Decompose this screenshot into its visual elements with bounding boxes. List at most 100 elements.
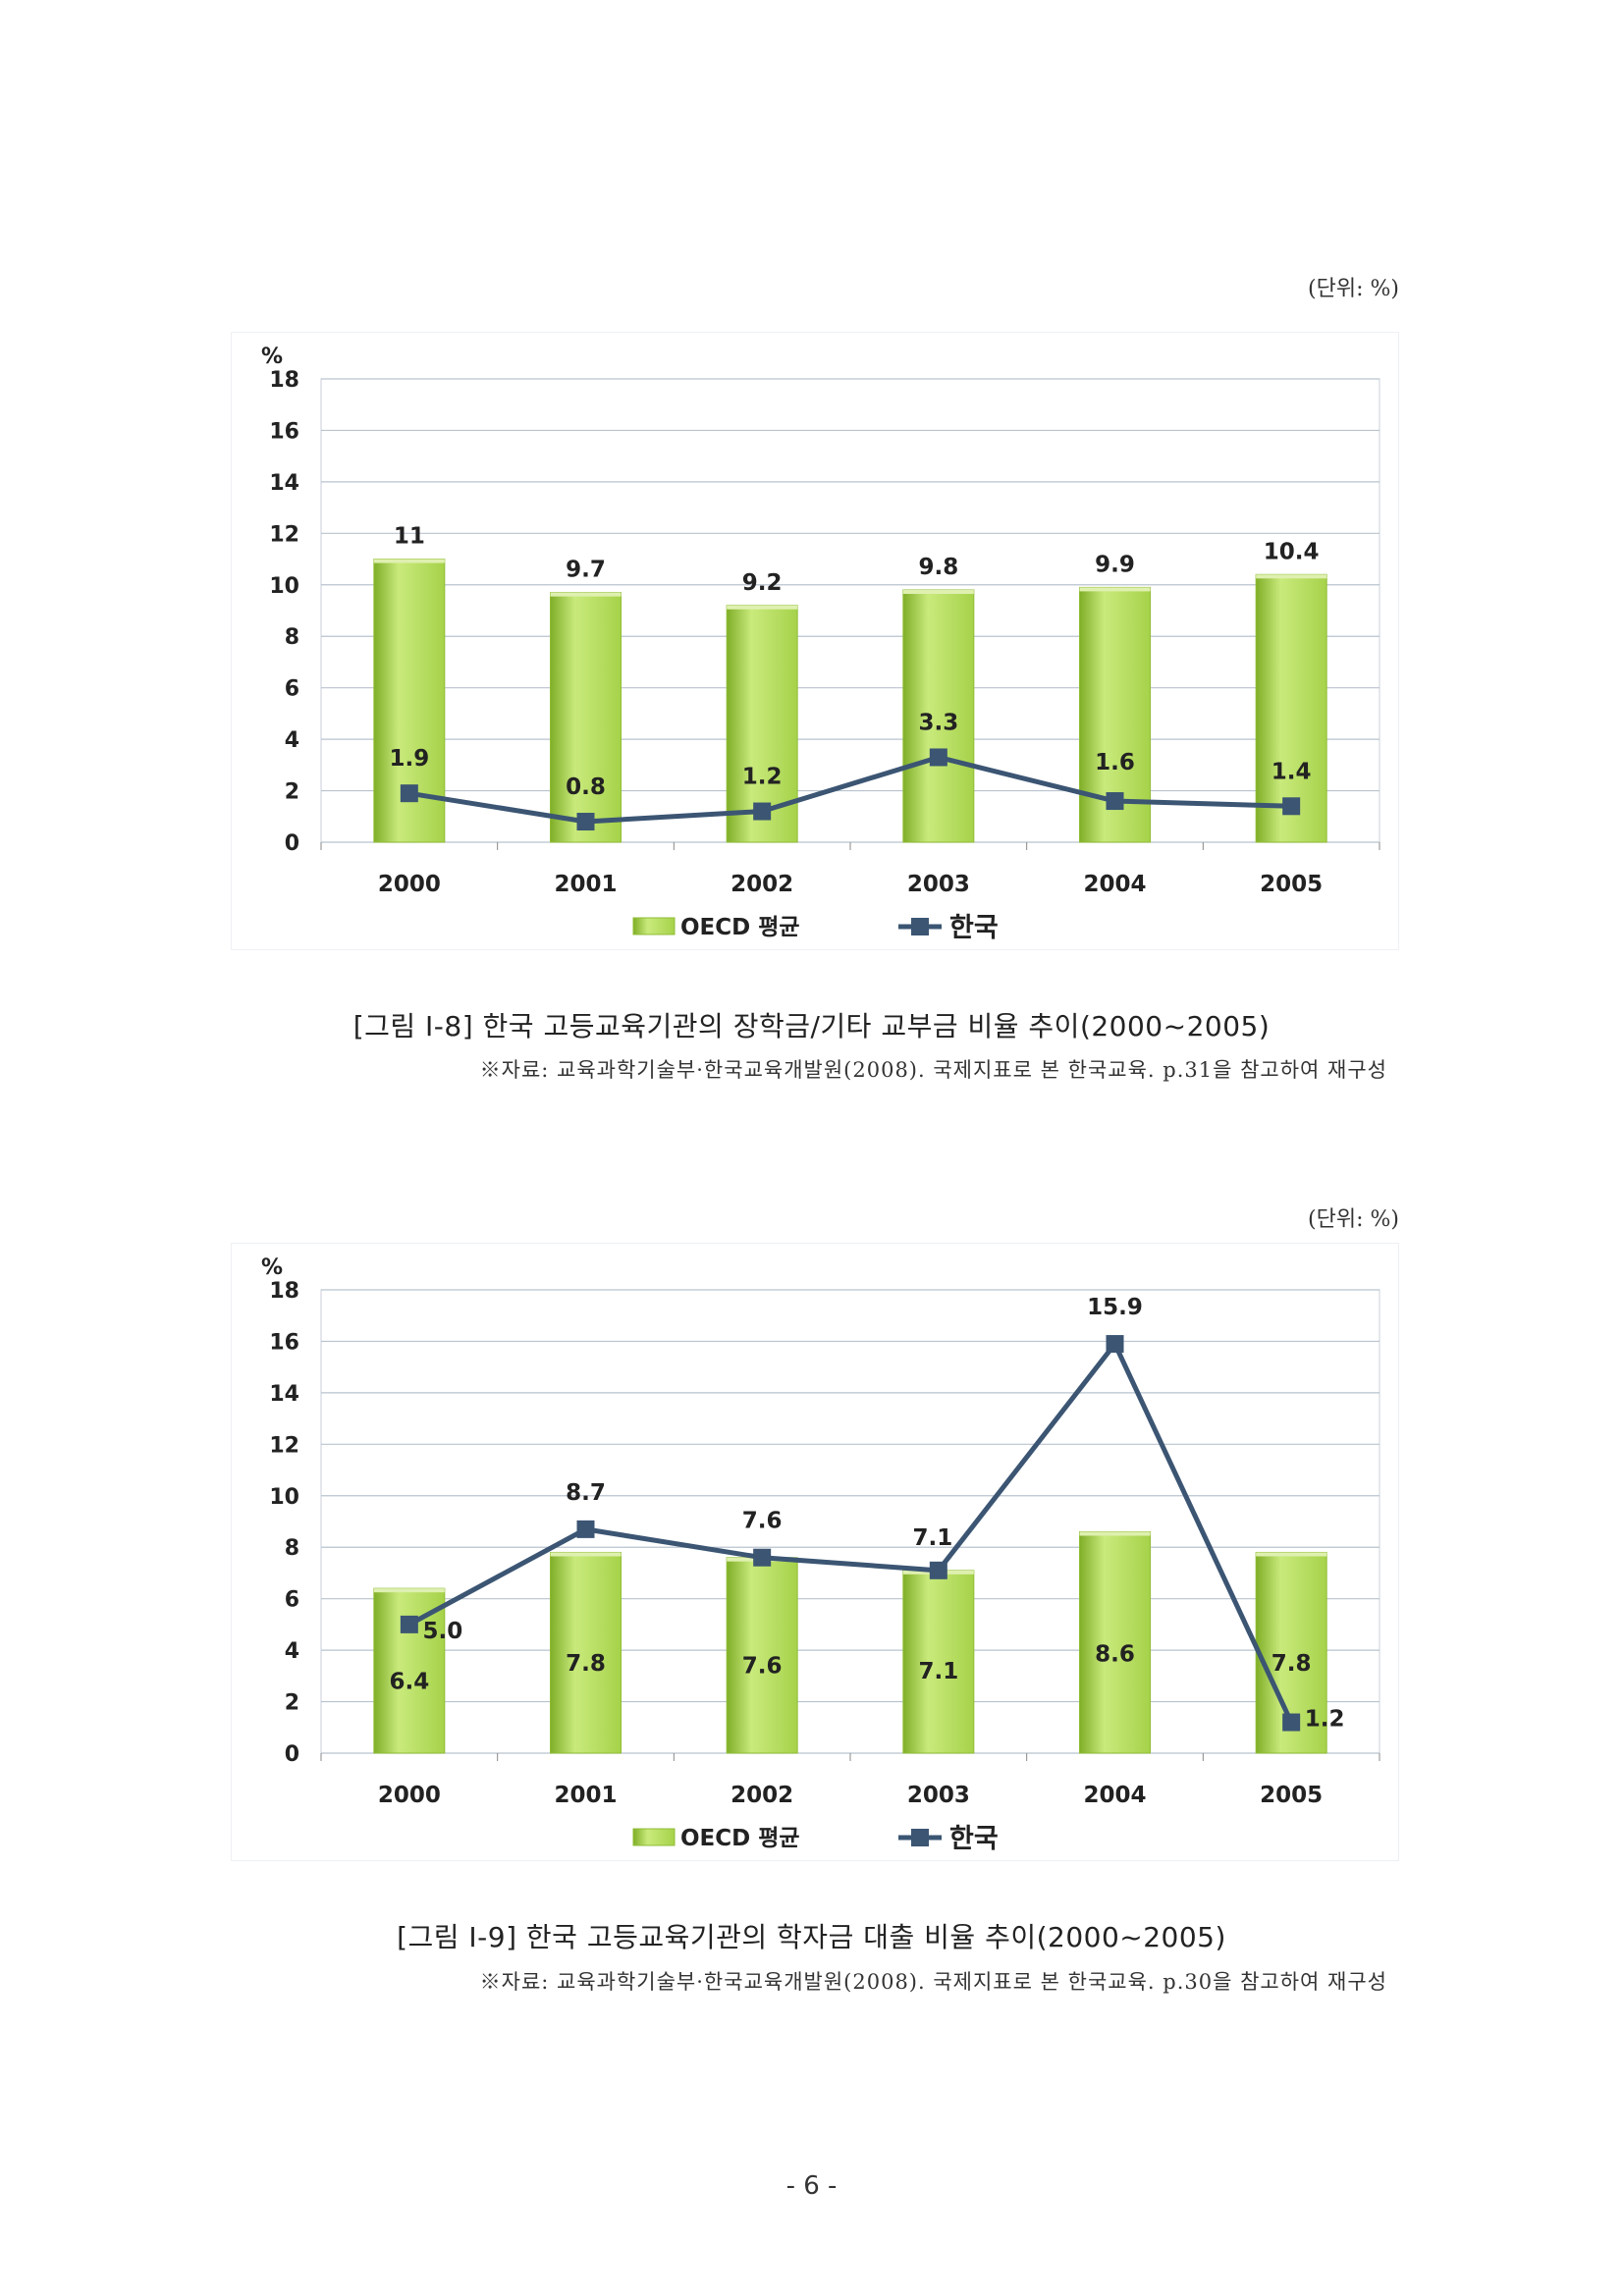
bar-data-label: 8.6 bbox=[1095, 1642, 1135, 1668]
line-data-label: 1.4 bbox=[1271, 759, 1312, 784]
line-marker bbox=[400, 784, 418, 803]
y-tick-label: 12 bbox=[269, 522, 299, 547]
bar-oecd bbox=[902, 1570, 975, 1754]
y-tick-label: 6 bbox=[285, 677, 299, 702]
y-axis-label: % bbox=[261, 345, 283, 369]
y-tick-label: 18 bbox=[269, 368, 299, 393]
y-tick-label: 14 bbox=[269, 471, 299, 496]
y-axis-label: % bbox=[261, 1255, 283, 1280]
y-tick-label: 0 bbox=[285, 1742, 299, 1767]
legend-swatch-bar bbox=[632, 1828, 676, 1846]
bar-top-highlight bbox=[1256, 1552, 1327, 1557]
legend-swatch-marker bbox=[911, 1829, 929, 1846]
legend-label: 한국 bbox=[949, 913, 999, 943]
plot-area bbox=[320, 1289, 1380, 1754]
bar-data-label: 11 bbox=[394, 524, 425, 550]
line-data-label: 0.8 bbox=[566, 774, 606, 800]
bar-data-label: 10.4 bbox=[1264, 539, 1320, 564]
line-marker bbox=[576, 813, 595, 831]
x-tick-label: 2004 bbox=[1083, 872, 1146, 897]
chart-scholarship: 0 2 4 6 8 10 12 14 16 18% 2000 2001 2002 2003 2004 2005… bbox=[231, 332, 1399, 950]
y-tick-label: 16 bbox=[269, 419, 299, 444]
y-tick-label: 18 bbox=[269, 1279, 299, 1304]
x-tick-label: 2003 bbox=[907, 872, 970, 897]
line-data-label: 1.6 bbox=[1095, 750, 1135, 775]
x-tick-label: 2001 bbox=[554, 872, 617, 897]
y-tick-label: 8 bbox=[285, 625, 299, 650]
line-marker bbox=[400, 1615, 418, 1633]
line-marker bbox=[753, 1548, 772, 1567]
y-tick-label: 4 bbox=[285, 1639, 299, 1664]
y-tick-label: 2 bbox=[285, 1691, 299, 1716]
bar-top-highlight bbox=[373, 1588, 445, 1593]
line-marker bbox=[1106, 792, 1124, 811]
line-marker bbox=[1282, 1713, 1301, 1732]
x-tick-label: 2002 bbox=[730, 1783, 793, 1808]
bar-data-label: 7.8 bbox=[566, 1651, 606, 1677]
line-data-label: 7.1 bbox=[912, 1525, 952, 1551]
bar-data-label: 7.1 bbox=[918, 1659, 958, 1684]
figure-source: ※자료: 교육과학기술부·한국교육개발원(2008). 국제지표로 본 한국교육… bbox=[479, 1058, 1387, 1082]
bar-data-label: 7.6 bbox=[742, 1653, 783, 1679]
plot-area bbox=[320, 378, 1380, 843]
x-tick-label: 2005 bbox=[1260, 1783, 1323, 1808]
y-tick-label: 8 bbox=[285, 1536, 299, 1561]
bar-data-label: 9.7 bbox=[566, 558, 606, 583]
bar-top-highlight bbox=[727, 605, 798, 610]
legend-swatch-marker bbox=[911, 918, 929, 935]
line-data-label: 1.2 bbox=[742, 765, 783, 790]
x-tick-label: 2000 bbox=[378, 872, 441, 897]
line-data-label: 1.2 bbox=[1305, 1707, 1345, 1733]
bar-oecd bbox=[550, 592, 622, 843]
bar-top-highlight bbox=[550, 592, 622, 597]
figure-source: ※자료: 교육과학기술부·한국교육개발원(2008). 국제지표로 본 한국교육… bbox=[479, 1970, 1387, 1994]
line-data-label: 15.9 bbox=[1087, 1295, 1143, 1320]
bar-data-label: 9.9 bbox=[1095, 552, 1135, 577]
line-marker bbox=[753, 802, 772, 821]
y-tick-label: 12 bbox=[269, 1433, 299, 1458]
line-data-label: 3.3 bbox=[918, 710, 958, 735]
bar-top-highlight bbox=[1079, 1531, 1151, 1536]
y-tick-label: 16 bbox=[269, 1330, 299, 1355]
x-tick-label: 2004 bbox=[1083, 1783, 1146, 1808]
x-tick-label: 2001 bbox=[554, 1783, 617, 1808]
y-tick-label: 10 bbox=[269, 1485, 299, 1510]
legend-label: 한국 bbox=[949, 1824, 999, 1854]
line-korea bbox=[408, 754, 1292, 825]
legend-label: OECD 평균 bbox=[680, 1826, 800, 1851]
bar-top-highlight bbox=[1079, 587, 1151, 592]
y-tick-label: 10 bbox=[269, 574, 299, 599]
x-tick-label: 2000 bbox=[378, 1783, 441, 1808]
figure-caption: [그림 Ⅰ-8] 한국 고등교육기관의 장학금/기타 교부금 비율 추이(200… bbox=[352, 1010, 1271, 1042]
bar-oecd bbox=[550, 1551, 622, 1754]
bar-oecd bbox=[726, 1557, 798, 1754]
bar-data-label: 7.8 bbox=[1271, 1651, 1312, 1677]
legend-swatch-bar bbox=[632, 917, 676, 935]
bar-top-highlight bbox=[1256, 574, 1327, 579]
bar-oecd bbox=[902, 589, 975, 843]
bar-oecd bbox=[1079, 1530, 1151, 1754]
y-tick-label: 2 bbox=[285, 780, 299, 805]
y-tick-label: 0 bbox=[285, 831, 299, 856]
unit-label: (단위: %) bbox=[1308, 1207, 1399, 1232]
line-marker bbox=[929, 1561, 947, 1579]
figure-caption: [그림 Ⅰ-9] 한국 고등교육기관의 학자금 대출 비율 추이(2000~20… bbox=[397, 1921, 1226, 1953]
bar-data-label: 9.8 bbox=[918, 555, 958, 580]
y-tick-label: 6 bbox=[285, 1588, 299, 1613]
x-tick-label: 2005 bbox=[1260, 872, 1323, 897]
line-data-label: 1.9 bbox=[389, 746, 429, 772]
y-tick-label: 14 bbox=[269, 1382, 299, 1407]
bar-data-label: 6.4 bbox=[389, 1669, 429, 1694]
line-data-label: 8.7 bbox=[566, 1480, 606, 1506]
x-tick-label: 2002 bbox=[730, 872, 793, 897]
chart-student-loan: 0 2 4 6 8 10 12 14 16 18% 2000 2001 2002 2003 2004 2005… bbox=[231, 1243, 1399, 1861]
bar-data-label: 9.2 bbox=[742, 570, 783, 596]
unit-label: (단위: %) bbox=[1308, 277, 1399, 301]
line-marker bbox=[1282, 797, 1301, 816]
chart-svg: 0 2 4 6 8 10 12 14 16 18% 2000 2001 2002 2003 2004 2005… bbox=[231, 1243, 1399, 1861]
bar-top-highlight bbox=[902, 590, 974, 595]
line-marker bbox=[929, 748, 947, 767]
bar-top-highlight bbox=[373, 559, 445, 563]
line-korea bbox=[407, 1341, 1294, 1724]
x-tick-label: 2003 bbox=[907, 1783, 970, 1808]
